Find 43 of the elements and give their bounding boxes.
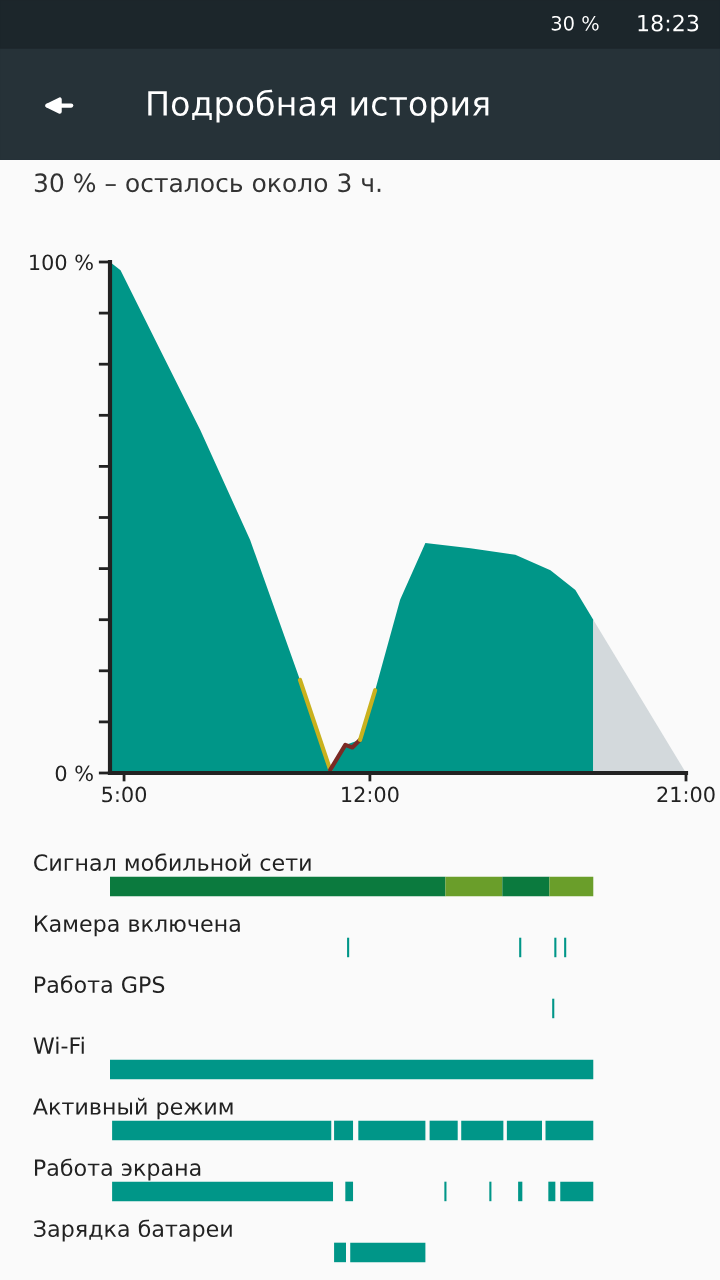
bar bbox=[429, 1120, 458, 1141]
y-tick-label: 0 % bbox=[55, 765, 93, 782]
text: 30 % bbox=[551, 15, 599, 31]
y-tick-label: 100 % bbox=[30, 254, 93, 271]
x-tick-label: 5:00 bbox=[102, 786, 147, 803]
bar bbox=[506, 1120, 542, 1141]
bar bbox=[350, 1242, 426, 1263]
line-series bbox=[328, 737, 363, 773]
bar bbox=[110, 876, 446, 897]
chart-title: Подробная история bbox=[148, 89, 489, 123]
bar bbox=[564, 937, 567, 958]
bar bbox=[445, 876, 503, 897]
bar bbox=[519, 937, 522, 958]
bar bbox=[489, 1181, 492, 1202]
bar bbox=[518, 1181, 523, 1202]
y-tick-label: Работа экрана bbox=[35, 1158, 201, 1181]
bar bbox=[502, 876, 550, 897]
bar bbox=[345, 1181, 354, 1202]
bar bbox=[112, 1120, 332, 1141]
bar bbox=[554, 937, 557, 958]
bar bbox=[461, 1120, 504, 1141]
bar bbox=[347, 937, 350, 958]
y-tick-label: Сигнал мобильной сети bbox=[34, 853, 311, 871]
bar bbox=[552, 998, 555, 1019]
bar bbox=[110, 1059, 594, 1080]
y-tick-label: Активный режим bbox=[32, 1097, 233, 1120]
y-tick-label: Камера включена bbox=[35, 915, 240, 937]
bar bbox=[560, 1181, 594, 1202]
bar bbox=[358, 1120, 426, 1141]
bar bbox=[545, 1120, 594, 1141]
bar bbox=[548, 1181, 556, 1202]
chart-subtitle: 30 % – осталось около 3 ч. bbox=[34, 173, 381, 193]
bar bbox=[444, 1181, 447, 1202]
bar bbox=[334, 1120, 354, 1141]
y-tick-label: Работа GPS bbox=[35, 975, 165, 993]
y-tick-label: Зарядка батареи bbox=[34, 1219, 232, 1242]
x-tick-label: 12:00 bbox=[342, 786, 399, 803]
bar bbox=[112, 1181, 334, 1202]
bar bbox=[549, 876, 594, 897]
bar bbox=[334, 1242, 347, 1263]
x-tick-label: 21:00 bbox=[657, 786, 715, 803]
y-tick-label: Wi-Fi bbox=[33, 1036, 84, 1054]
text: 18:23 bbox=[638, 14, 699, 32]
